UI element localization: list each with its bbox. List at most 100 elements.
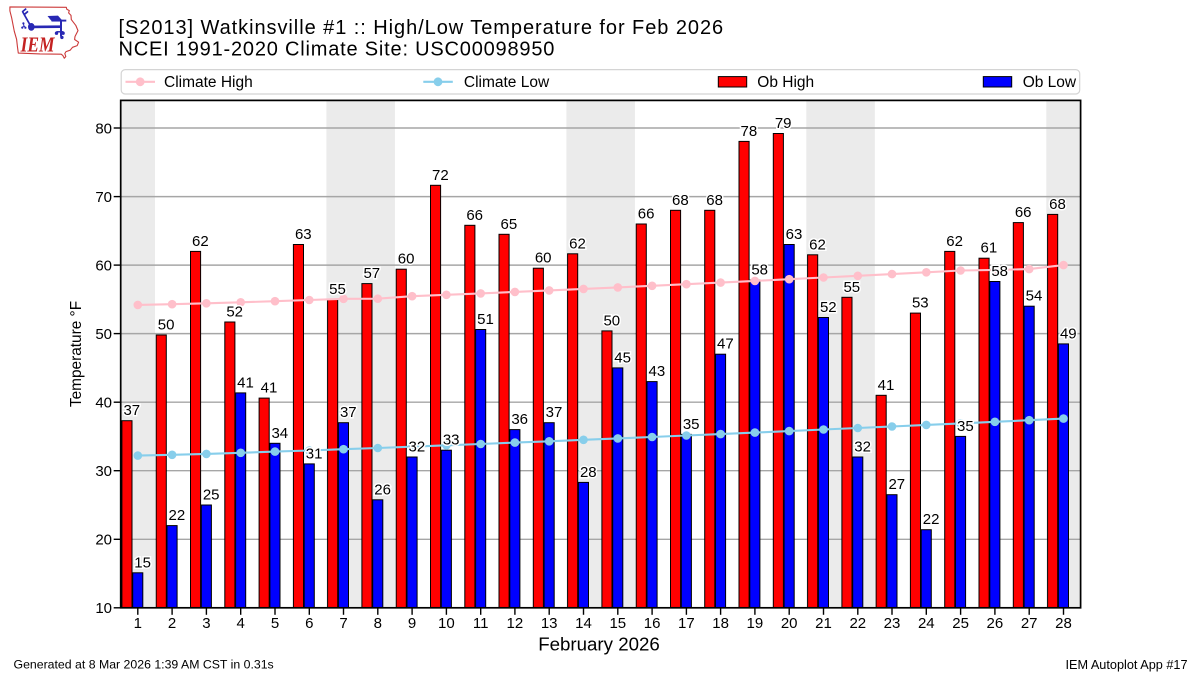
svg-text:2: 2 [168,615,176,632]
svg-text:35: 35 [957,418,974,435]
svg-text:15: 15 [609,615,626,632]
svg-text:27: 27 [1021,615,1038,632]
svg-text:15: 15 [134,554,151,571]
svg-text:18: 18 [712,615,729,632]
svg-text:66: 66 [1015,204,1032,221]
svg-text:52: 52 [820,299,837,316]
svg-text:54: 54 [1026,288,1043,305]
svg-text:36: 36 [511,411,528,428]
svg-text:50: 50 [95,326,112,343]
svg-text:16: 16 [644,615,661,632]
svg-text:62: 62 [192,233,209,250]
svg-text:72: 72 [432,167,449,184]
svg-text:12: 12 [507,615,524,632]
svg-text:58: 58 [751,262,768,279]
svg-text:79: 79 [775,115,792,132]
svg-text:17: 17 [678,615,695,632]
svg-text:10: 10 [95,600,112,617]
svg-text:34: 34 [271,425,288,442]
svg-text:32: 32 [409,439,426,456]
svg-text:22: 22 [923,511,940,528]
svg-text:[S2013] Watkinsville #1 :: Hig: [S2013] Watkinsville #1 :: High/Low Temp… [119,17,725,39]
svg-text:23: 23 [884,615,901,632]
svg-text:60: 60 [398,251,415,268]
svg-text:33: 33 [443,432,460,449]
svg-text:60: 60 [535,250,552,267]
svg-text:22: 22 [849,615,866,632]
svg-text:26: 26 [374,481,391,498]
svg-text:Ob Low: Ob Low [1023,74,1077,91]
svg-text:Ob High: Ob High [757,74,814,91]
svg-text:78: 78 [741,123,758,140]
svg-text:40: 40 [95,395,112,412]
svg-text:30: 30 [95,463,112,480]
svg-text:60: 60 [95,257,112,274]
svg-text:65: 65 [501,216,518,233]
svg-text:7: 7 [339,615,347,632]
svg-text:27: 27 [888,476,905,493]
svg-text:68: 68 [1049,196,1066,213]
svg-text:47: 47 [717,336,734,353]
svg-text:24: 24 [918,615,935,632]
svg-text:NCEI 1991-2020 Climate Site: U: NCEI 1991-2020 Climate Site: USC00098950 [119,38,556,60]
svg-text:68: 68 [706,192,723,209]
svg-text:9: 9 [408,615,416,632]
svg-text:51: 51 [477,311,494,328]
svg-text:41: 41 [261,380,278,397]
svg-text:53: 53 [912,295,929,312]
svg-text:37: 37 [546,404,563,421]
svg-text:66: 66 [466,207,483,224]
svg-text:63: 63 [295,226,312,243]
svg-text:49: 49 [1060,325,1077,342]
svg-text:43: 43 [649,363,666,380]
svg-text:11: 11 [473,615,489,632]
svg-text:Climate Low: Climate Low [464,74,550,91]
svg-text:21: 21 [815,615,832,632]
svg-text:58: 58 [991,263,1008,280]
svg-text:37: 37 [123,402,140,419]
svg-text:63: 63 [786,226,803,243]
svg-text:26: 26 [987,615,1004,632]
svg-text:31: 31 [306,445,323,462]
svg-text:50: 50 [603,312,620,329]
svg-text:5: 5 [271,615,279,632]
svg-text:28: 28 [580,464,597,481]
svg-text:Climate High: Climate High [164,74,253,91]
svg-text:37: 37 [340,404,357,421]
svg-text:Temperature °F: Temperature °F [68,301,85,407]
svg-text:20: 20 [95,532,112,549]
svg-text:80: 80 [95,120,112,137]
svg-text:22: 22 [169,507,186,524]
svg-text:41: 41 [237,374,254,391]
svg-text:52: 52 [226,304,243,321]
svg-text:8: 8 [374,615,382,632]
svg-text:68: 68 [672,192,689,209]
svg-text:70: 70 [95,189,112,206]
svg-text:45: 45 [614,349,631,366]
svg-text:35: 35 [683,416,700,433]
svg-text:61: 61 [981,240,998,257]
svg-text:25: 25 [952,615,969,632]
svg-text:41: 41 [878,377,895,394]
svg-text:10: 10 [438,615,455,632]
svg-text:32: 32 [854,439,871,456]
svg-text:62: 62 [809,236,826,253]
svg-text:55: 55 [329,281,346,298]
svg-text:3: 3 [202,615,210,632]
svg-text:IEM Autoplot App #17: IEM Autoplot App #17 [1065,658,1187,672]
svg-text:66: 66 [638,206,655,223]
svg-text:14: 14 [575,615,592,632]
svg-text:6: 6 [305,615,313,632]
svg-text:1: 1 [134,615,142,632]
svg-text:19: 19 [747,615,764,632]
svg-text:25: 25 [203,487,220,504]
svg-text:50: 50 [158,317,175,334]
svg-text:20: 20 [781,615,798,632]
svg-text:February 2026: February 2026 [538,634,660,655]
svg-text:62: 62 [946,233,963,250]
svg-text:IEM: IEM [20,32,56,56]
svg-text:Generated at 8 Mar 2026 1:39 A: Generated at 8 Mar 2026 1:39 AM CST in 0… [14,658,274,672]
svg-text:4: 4 [237,615,245,632]
svg-text:13: 13 [541,615,558,632]
svg-text:62: 62 [569,235,586,252]
